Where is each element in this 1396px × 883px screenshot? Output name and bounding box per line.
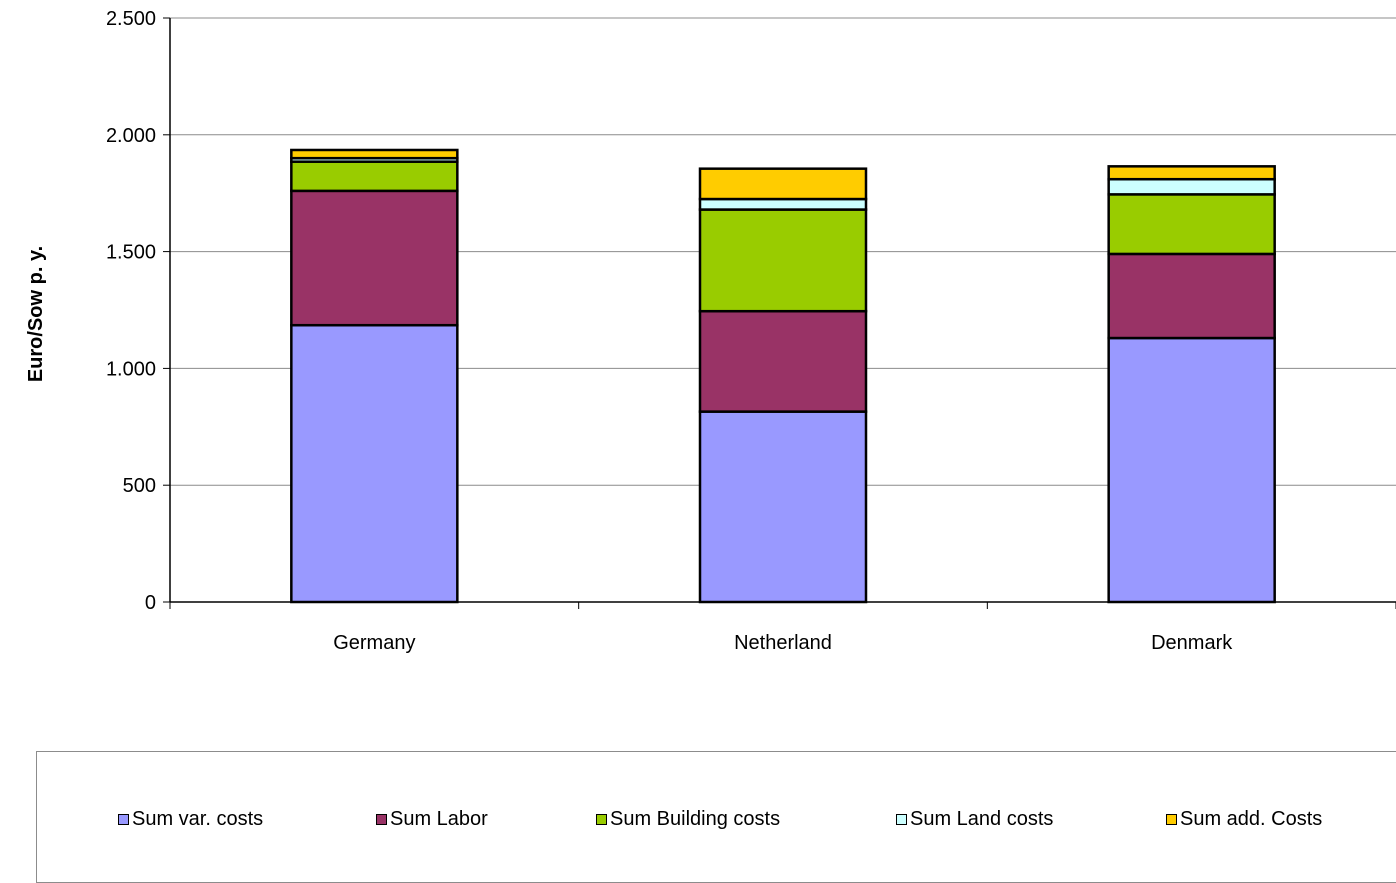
legend-label: Sum add. Costs [1180, 808, 1323, 830]
bar-segment [1107, 252, 1276, 340]
bars [290, 148, 1276, 604]
y-tick-label: 500 [123, 475, 156, 497]
bar-segment [698, 167, 868, 201]
legend-label: Sum Building costs [610, 808, 781, 830]
bar-segment [290, 160, 459, 193]
legend-item: Sum Building costs [596, 808, 780, 831]
bar-segment [698, 197, 868, 211]
bar-segment [1107, 193, 1276, 256]
y-tick-label: 2.000 [106, 125, 156, 147]
y-tick-label: 1.000 [106, 358, 156, 380]
legend-label: Sum var. costs [132, 808, 264, 830]
x-tick-label: Germany [333, 632, 415, 654]
bar-segment [1107, 336, 1276, 604]
y-tick-label: 1.500 [106, 242, 156, 264]
bar-segment [290, 323, 459, 604]
legend-swatch [896, 814, 907, 825]
tick-labels: 0 500 1.000 1.500 2.000 2.500 Germany Netherlan… [106, 8, 1233, 654]
bar-segment [1107, 165, 1276, 181]
legend-swatch [1166, 814, 1177, 825]
legend-item: Sum Labor [376, 808, 488, 831]
axes [163, 17, 1396, 609]
x-tick-label: Denmark [1151, 632, 1233, 654]
bar-segment [290, 148, 459, 160]
legend-item: Sum Land costs [896, 808, 1053, 831]
bar-segment [698, 410, 868, 604]
legend-swatch [596, 814, 607, 825]
legend-label: Sum Land costs [910, 808, 1054, 830]
y-axis-title: Euro/Sow p. y. [25, 246, 47, 382]
bar-segment [698, 309, 868, 413]
legend-item: Sum add. Costs [1166, 808, 1322, 831]
x-tick-label: Netherland [734, 632, 832, 654]
legend-swatch [376, 814, 387, 825]
bar-segment [290, 189, 459, 327]
bar-segment [698, 208, 868, 313]
legend-item: Sum var. costs [118, 808, 263, 831]
y-tick-label: 0 [145, 592, 156, 614]
legend-label: Sum Labor [390, 808, 488, 830]
bar-segment [1107, 177, 1276, 196]
y-tick-label: 2.500 [106, 8, 156, 30]
legend-swatch [118, 814, 129, 825]
